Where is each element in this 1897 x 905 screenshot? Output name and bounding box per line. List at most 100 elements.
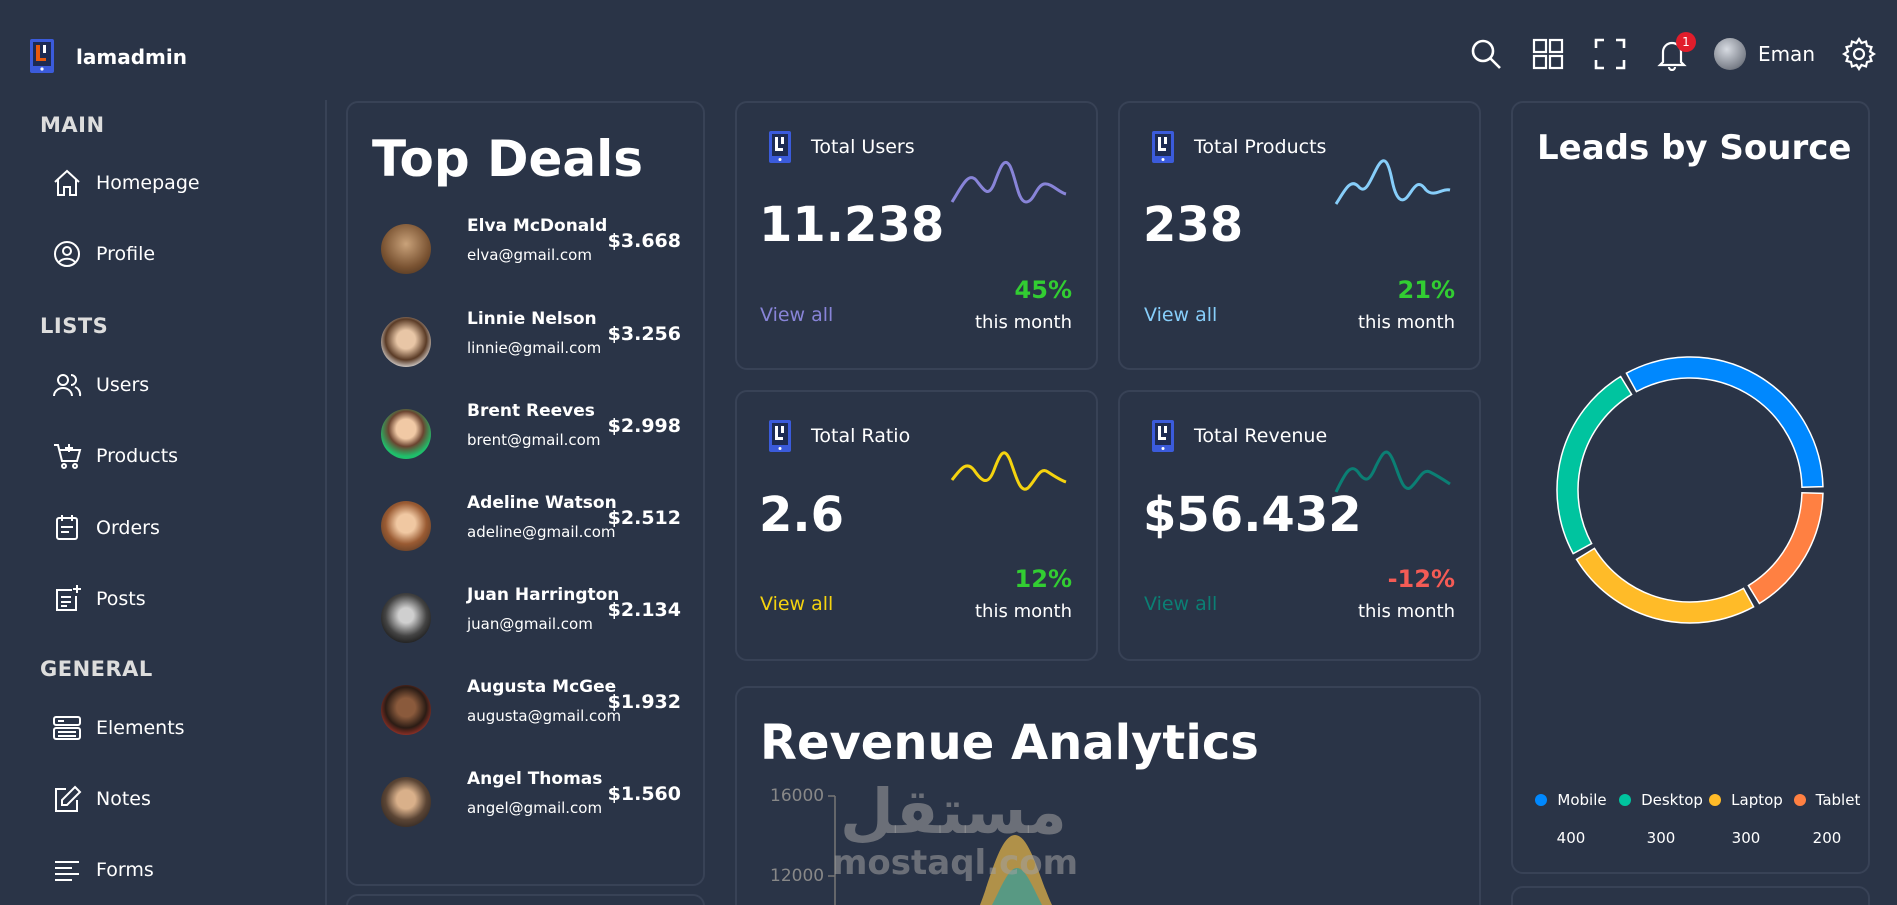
stat-card-total-ratio [735,390,1098,661]
elements-icon [53,716,81,740]
deal-email: adeline@gmail.com [467,523,616,541]
pie-slice-tablet[interactable] [1747,492,1824,605]
deal-name: Angel Thomas [467,769,603,789]
pie-slice-laptop[interactable] [1575,547,1755,624]
sparkline-chart [1334,159,1451,205]
sidebar-item-notes[interactable]: Notes [52,784,151,814]
sidebar-item-elements[interactable]: Elements [52,713,185,743]
card-title: Total Revenue [1194,425,1328,447]
view-all-link[interactable]: View all [1144,304,1218,326]
sidebar-item-orders[interactable]: Orders [52,513,160,543]
legend-dot [1709,794,1722,806]
post-add-icon [56,585,81,611]
legend-value: 300 [1646,829,1676,847]
legend-desktop: Desktop 300 [1616,791,1706,847]
avatar [381,501,431,551]
list-item[interactable]: Augusta McGee augusta@gmail.com $1.932 [381,677,681,737]
sidebar-item-label: Forms [96,859,154,881]
deal-amount: $3.668 [607,230,681,252]
view-all-link[interactable]: View all [760,304,834,326]
home-icon [54,169,80,196]
deal-name: Juan Harrington [467,585,620,605]
card-number: 2.6 [759,487,845,543]
list-item[interactable]: Adeline Watson adeline@gmail.com $2.512 [381,493,681,553]
deal-name: Adeline Watson [467,493,617,513]
box-partial [1511,886,1870,905]
avatar [381,685,431,735]
deal-name: Brent Reeves [467,401,595,421]
sidebar-item-homepage[interactable]: Homepage [52,168,200,198]
card-percentage: 45% [1014,276,1072,304]
settings-gear-icon[interactable] [1841,36,1877,72]
sparkline-chart [950,451,1067,491]
form-lines-icon [55,861,79,881]
legend-value: 400 [1556,829,1586,847]
view-all-link[interactable]: View all [760,593,834,615]
user-circle-icon [54,241,80,267]
legend-dot [1793,794,1806,806]
sidebar-item-label: Products [96,445,179,467]
card-logo-icon [769,420,791,452]
card-number: 238 [1143,197,1244,253]
user-menu[interactable]: Eman [1713,38,1815,70]
list-item[interactable]: Brent Reeves brent@gmail.com $2.998 [381,401,681,461]
list-item[interactable]: Linnie Nelson linnie@gmail.com $3.256 [381,309,681,369]
deal-amount: $2.512 [607,507,681,529]
pie-slice-desktop[interactable] [1556,375,1633,555]
menu-title-lists: LISTS [40,314,109,338]
list-item[interactable]: Angel Thomas angel@gmail.com $1.560 [381,769,681,829]
card-duration: this month [1358,312,1455,333]
sidebar-item-products[interactable]: Products [52,441,178,471]
card-title: Total Ratio [811,425,911,447]
sidebar-item-posts[interactable]: Posts [52,584,146,614]
leads-donut-chart [1556,356,1824,624]
avatar [381,317,431,367]
box-partial [346,894,705,905]
menu-title-main: MAIN [40,113,105,137]
pie-slice-mobile[interactable] [1625,356,1824,488]
legend-value: 200 [1812,829,1842,847]
sidebar-item-users[interactable]: Users [52,370,149,400]
calendar-icon [56,515,78,540]
avatar [381,409,431,459]
card-title: Total Products [1194,136,1327,158]
sidebar-item-label: Orders [96,517,160,539]
logo-text: lamadmin [76,45,187,69]
deal-email: juan@gmail.com [467,615,593,633]
menu-title-general: GENERAL [40,657,153,681]
revenue-box [735,686,1481,905]
top-deals-box [346,101,705,886]
legend-mobile: Mobile 400 [1526,791,1616,847]
list-item[interactable]: Elva McDonald elva@gmail.com $3.668 [381,216,681,276]
legend-label: Desktop [1641,791,1703,809]
view-all-link[interactable]: View all [1144,593,1218,615]
legend-label: Tablet [1815,791,1861,809]
apps-grid-icon[interactable] [1530,36,1566,72]
deal-name: Elva McDonald [467,216,608,236]
leads-box [1511,101,1870,874]
sidebar-item-profile[interactable]: Profile [52,239,155,269]
sidebar-item-label: Homepage [96,172,200,194]
deal-name: Linnie Nelson [467,309,597,329]
list-item[interactable]: Juan Harrington juan@gmail.com $2.134 [381,585,681,645]
legend-dot [1619,794,1632,806]
sidebar-item-forms[interactable]: Forms [52,855,154,885]
card-percentage: 21% [1397,276,1455,304]
legend-laptop: Laptop 300 [1701,791,1791,847]
y-tick-label: 12000 [770,866,825,886]
sidebar [0,100,327,905]
card-duration: this month [975,312,1072,333]
logo[interactable]: lamadmin [28,38,187,76]
legend-label: Mobile [1557,791,1607,809]
fullscreen-icon[interactable] [1592,36,1628,72]
search-icon[interactable] [1468,36,1504,72]
deal-email: augusta@gmail.com [467,707,622,725]
notification-bell-icon[interactable]: 1 [1654,32,1696,72]
revenue-title: Revenue Analytics [760,715,1259,771]
stat-card-total-users [735,101,1098,370]
avatar [381,593,431,643]
legend-label: Laptop [1731,791,1783,809]
card-logo-icon [1152,420,1174,452]
revenue-area-chart [828,795,1052,905]
deal-email: brent@gmail.com [467,431,601,449]
